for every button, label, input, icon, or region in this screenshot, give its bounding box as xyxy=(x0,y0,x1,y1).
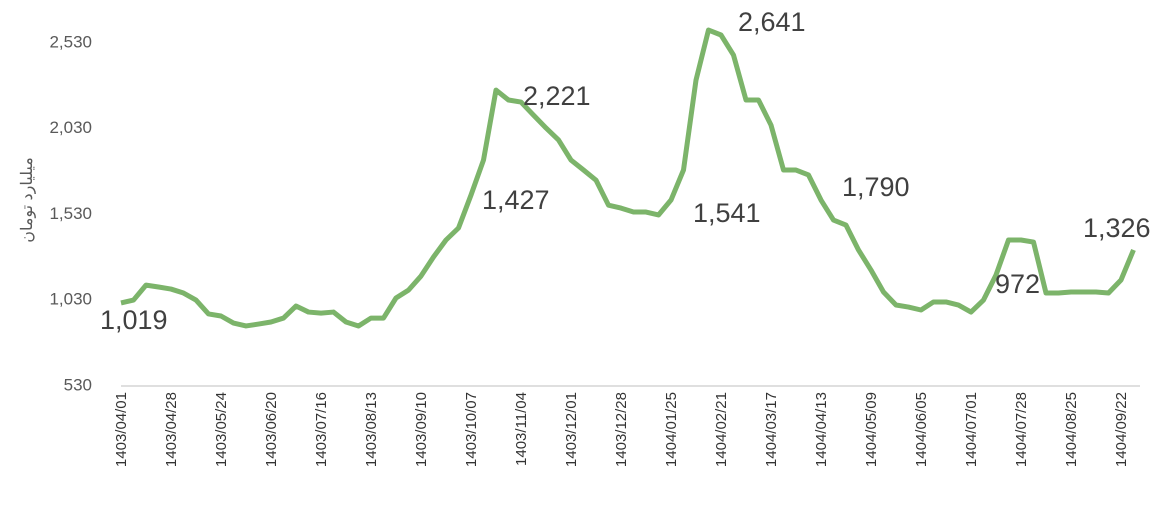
y-tick-label: 1,030 xyxy=(49,290,92,309)
y-tick-label: 2,530 xyxy=(49,32,92,51)
x-tick-label: 1404/01/25 xyxy=(663,392,680,467)
x-tick-label: 1403/04/01 xyxy=(113,392,130,467)
annotation: 1,790 xyxy=(842,172,910,202)
x-tick-label: 1404/07/01 xyxy=(963,392,980,467)
annotation: 1,326 xyxy=(1083,213,1151,243)
annotation: 2,641 xyxy=(738,7,806,37)
x-tick-label: 1404/03/17 xyxy=(763,392,780,467)
x-tick-label: 1404/08/25 xyxy=(1063,392,1080,467)
y-tick-label: 1,530 xyxy=(49,204,92,223)
x-tick-label: 1404/06/05 xyxy=(913,392,930,467)
x-tick-label: 1403/04/28 xyxy=(163,392,180,467)
x-tick-label: 1403/05/24 xyxy=(213,392,230,467)
x-tick-label: 1404/09/22 xyxy=(1113,392,1130,467)
x-tick-label: 1404/07/28 xyxy=(1013,392,1030,467)
x-tick-label: 1403/08/13 xyxy=(363,392,380,467)
x-tick-label: 1403/10/07 xyxy=(463,392,480,467)
x-tick-label: 1403/07/16 xyxy=(313,392,330,467)
x-tick-label: 1404/04/13 xyxy=(813,392,830,467)
line-series xyxy=(120,27,1136,329)
y-tick-label: 530 xyxy=(64,375,92,394)
x-tick-label: 1403/11/04 xyxy=(513,392,530,466)
x-tick-label: 1403/12/01 xyxy=(563,392,580,467)
x-tick-label: 1403/09/10 xyxy=(413,392,430,467)
annotation: 1,019 xyxy=(100,305,168,335)
x-tick-label: 1404/05/09 xyxy=(863,392,880,467)
annotation: 1,427 xyxy=(482,185,550,215)
x-tick-label: 1404/02/21 xyxy=(713,392,730,467)
annotation: 1,541 xyxy=(693,198,761,228)
x-tick-label: 1403/06/20 xyxy=(263,392,280,467)
annotation: 2,221 xyxy=(523,81,591,111)
annotation: 972 xyxy=(995,269,1040,299)
y-axis-label: میلیارد تومان xyxy=(19,157,36,243)
y-tick-label: 2,030 xyxy=(49,118,92,137)
x-tick-label: 1403/12/28 xyxy=(613,392,630,467)
